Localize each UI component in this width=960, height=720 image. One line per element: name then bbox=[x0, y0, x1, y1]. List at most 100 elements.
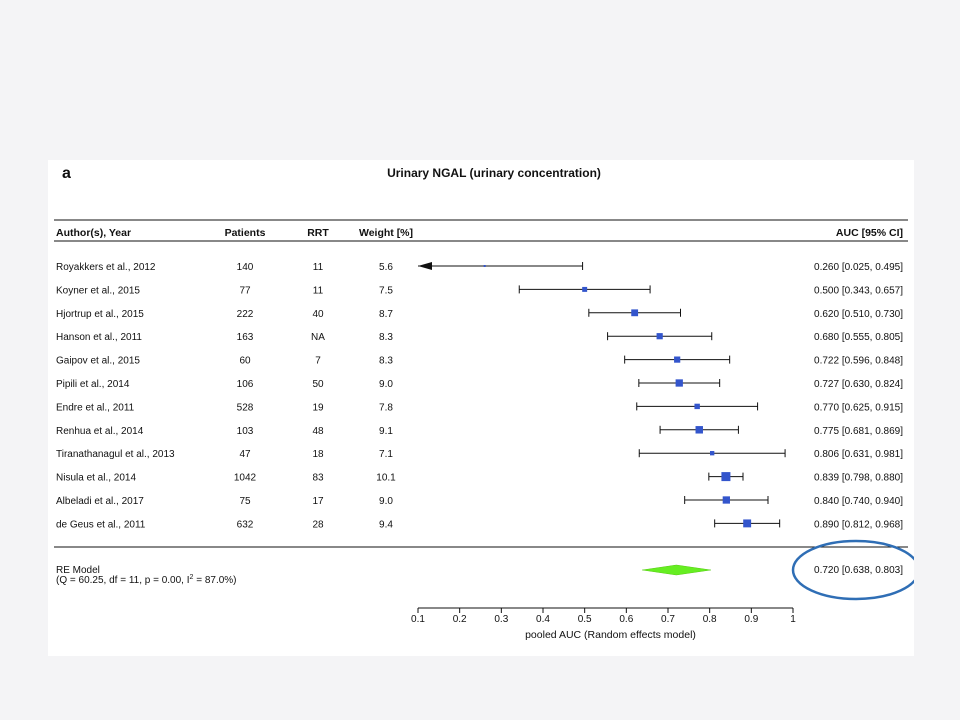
study-row: Koyner et al., 2015 77 11 7.5 0.500 [0.343, … bbox=[56, 285, 903, 296]
point-estimate bbox=[721, 472, 731, 482]
study-patients: 106 bbox=[237, 379, 254, 390]
study-ci-text: 0.620 [0.510, 0.730] bbox=[814, 309, 903, 320]
study-patients: 140 bbox=[237, 262, 254, 273]
study-rows: Royakkers et al., 2012 140 11 5.6 0.260 [0.0… bbox=[56, 262, 903, 530]
study-patients: 222 bbox=[237, 309, 254, 320]
study-weight: 9.0 bbox=[379, 496, 393, 507]
chart-title: Urinary NGAL (urinary concentration) bbox=[387, 166, 601, 180]
study-author: Koyner et al., 2015 bbox=[56, 285, 140, 296]
x-tick-label: 0.7 bbox=[661, 614, 675, 625]
study-rrt: 19 bbox=[312, 402, 324, 413]
study-patients: 75 bbox=[239, 496, 251, 507]
study-rrt: 28 bbox=[312, 519, 324, 530]
study-rrt: 48 bbox=[312, 426, 324, 437]
study-row: Renhua et al., 2014 103 48 9.1 0.775 [0.681,… bbox=[56, 425, 903, 437]
study-ci-text: 0.839 [0.798, 0.880] bbox=[814, 473, 903, 484]
study-patients: 77 bbox=[239, 285, 251, 296]
col-header-rrt: RRT bbox=[307, 227, 329, 239]
study-rrt: 11 bbox=[313, 262, 324, 273]
study-ci-text: 0.722 [0.596, 0.848] bbox=[814, 356, 903, 367]
study-author: Pipili et al., 2014 bbox=[56, 379, 130, 390]
study-rrt: 40 bbox=[312, 309, 324, 320]
study-author: Albeladi et al., 2017 bbox=[56, 496, 144, 507]
study-rrt: 18 bbox=[312, 449, 324, 460]
x-tick-label: 0.1 bbox=[411, 614, 425, 625]
study-weight: 5.6 bbox=[379, 262, 393, 273]
study-rrt: NA bbox=[311, 332, 325, 343]
study-row: de Geus et al., 2011 632 28 9.4 0.890 [0.812… bbox=[56, 519, 903, 530]
study-weight: 7.5 bbox=[379, 285, 393, 296]
x-axis-ticks: 0.1 0.2 0.3 0.4 0.5 0.6 0.7 0.8 0.9 1 bbox=[411, 608, 796, 625]
study-weight: 8.3 bbox=[379, 332, 393, 343]
study-patients: 47 bbox=[239, 449, 251, 460]
summary-stats: (Q = 60.25, df = 11, p = 0.00, I2 = 87.0… bbox=[56, 574, 237, 586]
summary-stats-sup: 2 bbox=[190, 574, 194, 581]
study-rrt: 11 bbox=[313, 285, 324, 296]
study-patients: 163 bbox=[237, 332, 254, 343]
study-patients: 103 bbox=[237, 426, 254, 437]
study-author: Tiranathanagul et al., 2013 bbox=[56, 449, 175, 460]
point-estimate bbox=[722, 496, 730, 504]
summary-stats-prefix: (Q = 60.25, df = 11, p = 0.00, I bbox=[56, 575, 190, 586]
col-header-patients: Patients bbox=[225, 227, 266, 239]
study-weight: 8.3 bbox=[379, 356, 393, 367]
study-row: Tiranathanagul et al., 2013 47 18 7.1 0.806 … bbox=[56, 449, 903, 460]
study-author: Gaipov et al., 2015 bbox=[56, 356, 140, 367]
forest-plot-figure: a Urinary NGAL (urinary concentration) A… bbox=[48, 160, 914, 656]
study-author: Hanson et al., 2011 bbox=[56, 332, 142, 343]
x-axis-label: pooled AUC (Random effects model) bbox=[525, 629, 696, 641]
ci-clipped-arrow bbox=[418, 262, 432, 270]
summary-stats-suffix: = 87.0%) bbox=[193, 575, 236, 586]
forest-plot: a Urinary NGAL (urinary concentration) A… bbox=[54, 165, 914, 641]
point-estimate bbox=[483, 265, 486, 267]
study-ci-text: 0.770 [0.625, 0.915] bbox=[814, 402, 903, 413]
col-header-auc: AUC [95% CI] bbox=[836, 227, 903, 239]
highlight-ellipse bbox=[791, 539, 914, 601]
point-estimate bbox=[674, 356, 681, 363]
point-estimate bbox=[675, 379, 683, 387]
study-patients: 632 bbox=[237, 519, 254, 530]
summary-diamond bbox=[642, 564, 711, 576]
study-author: de Geus et al., 2011 bbox=[56, 519, 146, 530]
x-tick-label: 0.2 bbox=[453, 614, 467, 625]
study-row: Pipili et al., 2014 106 50 9.0 0.727 [0.630,… bbox=[56, 379, 903, 390]
study-rrt: 50 bbox=[312, 379, 324, 390]
study-ci-text: 0.260 [0.025, 0.495] bbox=[814, 262, 903, 273]
study-rrt: 83 bbox=[312, 473, 324, 484]
x-tick-label: 0.3 bbox=[494, 614, 508, 625]
study-row: Hanson et al., 2011 163 NA 8.3 0.680 [0.555,… bbox=[56, 332, 903, 343]
panel-label: a bbox=[62, 165, 71, 182]
x-tick-label: 0.8 bbox=[703, 614, 717, 625]
x-tick-label: 0.4 bbox=[536, 614, 550, 625]
study-ci-text: 0.727 [0.630, 0.824] bbox=[814, 379, 903, 390]
study-author: Royakkers et al., 2012 bbox=[56, 262, 156, 273]
study-ci-text: 0.840 [0.740, 0.940] bbox=[814, 496, 903, 507]
col-header-author: Author(s), Year bbox=[56, 227, 131, 239]
study-ci-text: 0.500 [0.343, 0.657] bbox=[814, 285, 903, 296]
point-estimate bbox=[631, 309, 639, 317]
study-weight: 9.1 bbox=[379, 426, 393, 437]
study-ci-text: 0.680 [0.555, 0.805] bbox=[814, 332, 903, 343]
point-estimate bbox=[694, 403, 700, 410]
study-weight: 9.4 bbox=[379, 519, 393, 530]
study-weight: 9.0 bbox=[379, 379, 393, 390]
study-author: Hjortrup et al., 2015 bbox=[56, 309, 144, 320]
point-estimate bbox=[656, 333, 663, 340]
x-tick-label: 0.6 bbox=[619, 614, 633, 625]
study-author: Renhua et al., 2014 bbox=[56, 426, 144, 437]
study-row: Hjortrup et al., 2015 222 40 8.7 0.620 [0.51… bbox=[56, 309, 903, 320]
study-weight: 10.1 bbox=[376, 473, 396, 484]
study-weight: 8.7 bbox=[379, 309, 393, 320]
study-rrt: 17 bbox=[312, 496, 324, 507]
col-header-weight: Weight [%] bbox=[359, 227, 413, 239]
study-weight: 7.1 bbox=[379, 449, 393, 460]
summary-ci: 0.720 [0.638, 0.803] bbox=[814, 565, 903, 576]
summary-label: RE Model bbox=[56, 565, 100, 576]
study-patients: 1042 bbox=[234, 473, 257, 484]
study-row: Albeladi et al., 2017 75 17 9.0 0.840 [0.740… bbox=[56, 496, 903, 507]
study-ci-text: 0.806 [0.631, 0.981] bbox=[814, 449, 903, 460]
study-ci-text: 0.890 [0.812, 0.968] bbox=[814, 519, 903, 530]
study-row: Gaipov et al., 2015 60 7 8.3 0.722 [0.596, 0… bbox=[56, 355, 903, 367]
point-estimate bbox=[743, 519, 752, 528]
study-row: Endre et al., 2011 528 19 7.8 0.770 [0.625, … bbox=[56, 402, 903, 413]
